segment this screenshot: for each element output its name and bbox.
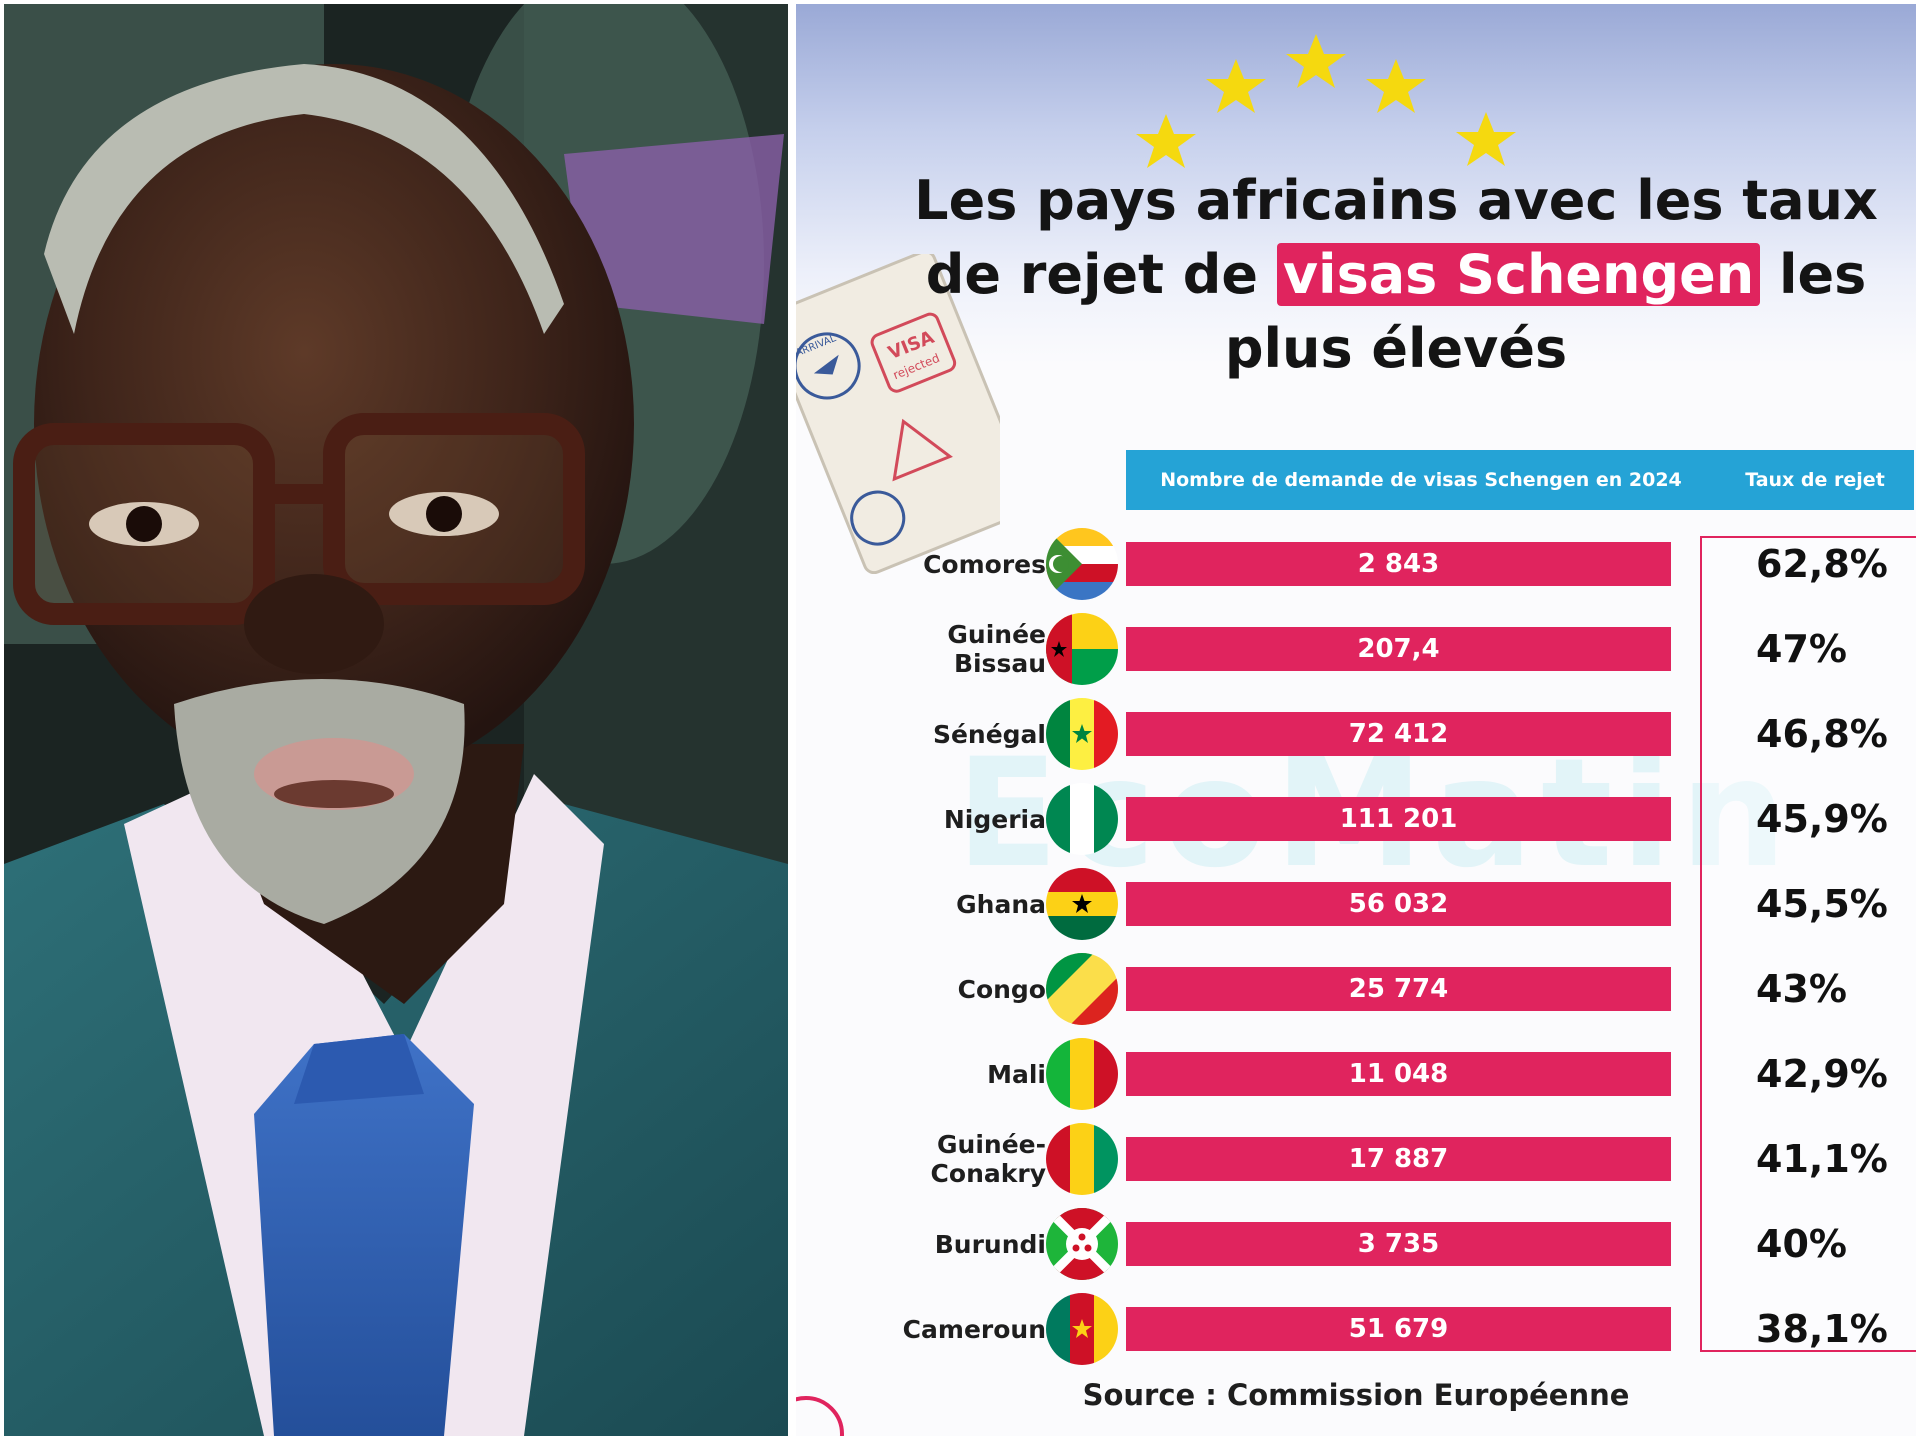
header-applications: Nombre de demande de visas Schengen en 2…	[1160, 469, 1682, 491]
applications-bar: 11 048	[1126, 1052, 1671, 1096]
table-row: Burundi 3 735 40%	[796, 1202, 1916, 1286]
applications-bar: 2 843	[1126, 542, 1671, 586]
header-rejection-rate: Taux de rejet	[1745, 469, 1885, 491]
rejection-rate-box	[1700, 536, 1916, 1352]
table-header: Nombre de demande de visas Schengen en 2…	[1126, 450, 1914, 510]
applications-bar: 72 412	[1126, 712, 1671, 756]
applications-bar: 17 887	[1126, 1137, 1671, 1181]
table-row: Mali 11 048 42,9%	[796, 1032, 1916, 1116]
source-note: Source : Commission Européenne	[1082, 1378, 1630, 1412]
rejection-rate-value: 62,8%	[1756, 542, 1888, 586]
applications-bar: 207,4	[1126, 627, 1671, 671]
eu-star-icon	[1456, 112, 1516, 166]
table-row: Sénégal 72 412 46,8%	[796, 692, 1916, 776]
title-line-1: Les pays africains avec les taux	[914, 169, 1878, 232]
passport-icon: ARRIVAL VISA rejected	[796, 254, 1000, 574]
burundi-flag-icon	[1046, 1208, 1118, 1280]
title-line-2-prefix: de rejet de	[925, 243, 1277, 306]
rejection-rate-value: 38,1%	[1756, 1307, 1888, 1351]
table-row: Ghana 56 032 45,5%	[796, 862, 1916, 946]
country-name: Cameroun	[902, 1314, 1046, 1344]
guinea-flag-icon	[1046, 1123, 1118, 1195]
mali-flag-icon	[1046, 1038, 1118, 1110]
rejection-rate-value: 42,9%	[1756, 1052, 1888, 1096]
applications-bar: 3 735	[1126, 1222, 1671, 1266]
country-name: Mali	[987, 1059, 1046, 1089]
country-name: Congo	[957, 974, 1046, 1004]
portrait-photo	[4, 4, 788, 1436]
country-name: Nigeria	[943, 804, 1046, 834]
rejection-rate-value: 40%	[1756, 1222, 1847, 1266]
congo-flag-icon	[1046, 953, 1118, 1025]
nigeria-flag-icon	[1046, 783, 1118, 855]
eu-star-icon	[1136, 114, 1196, 168]
table-row: Congo 25 774 43%	[796, 947, 1916, 1031]
eu-star-icon	[1366, 59, 1426, 113]
applications-bar: 56 032	[1126, 882, 1671, 926]
country-name: Guinée Bissau	[947, 620, 1046, 678]
infographic-title: Les pays africains avec les taux de reje…	[876, 164, 1916, 386]
man-portrait-photo	[4, 4, 788, 1436]
country-name: Burundi	[934, 1229, 1046, 1259]
eu-star-icon	[1286, 34, 1346, 88]
comoros-flag-icon	[1046, 528, 1118, 600]
country-name: Comores	[923, 549, 1046, 579]
title-line-3: plus élevés	[1224, 317, 1568, 380]
eu-star-icon	[1206, 59, 1266, 113]
applications-bar: 51 679	[1126, 1307, 1671, 1351]
country-name: Sénégal	[932, 719, 1046, 749]
rejection-rate-value: 43%	[1756, 967, 1847, 1011]
rejection-rate-value: 46,8%	[1756, 712, 1888, 756]
guinea-bissau-flag-icon	[1046, 613, 1118, 685]
table-row: Guinée Bissau 207,4 47%	[796, 607, 1916, 691]
rejection-rate-value: 45,9%	[1756, 797, 1888, 841]
applications-bar: 111 201	[1126, 797, 1671, 841]
rejection-rate-value: 45,5%	[1756, 882, 1888, 926]
table-row: Nigeria 111 201 45,9%	[796, 777, 1916, 861]
senegal-flag-icon	[1046, 698, 1118, 770]
title-highlight: visas Schengen	[1276, 243, 1761, 306]
rejection-rate-value: 47%	[1756, 627, 1847, 671]
table-row: Guinée-Conakry 17 887 41,1%	[796, 1117, 1916, 1201]
cameroon-flag-icon	[1046, 1293, 1118, 1365]
table-row: Comores 2 843 62,8%	[796, 522, 1916, 606]
pin-icon	[796, 1396, 844, 1436]
eu-stars-decoration	[1136, 34, 1516, 168]
rejection-rate-value: 41,1%	[1756, 1137, 1888, 1181]
ghana-flag-icon	[1046, 868, 1118, 940]
applications-bar: 25 774	[1126, 967, 1671, 1011]
table-row: Cameroun 51 679 38,1%	[796, 1287, 1916, 1371]
title-line-2-suffix: les	[1760, 243, 1867, 306]
infographic-panel: ARRIVAL VISA rejected Les pays africains…	[796, 4, 1916, 1436]
country-name: Guinée-Conakry	[930, 1130, 1046, 1188]
country-name: Ghana	[956, 889, 1046, 919]
title-line-2: de rejet de visas Schengen les	[876, 238, 1916, 312]
